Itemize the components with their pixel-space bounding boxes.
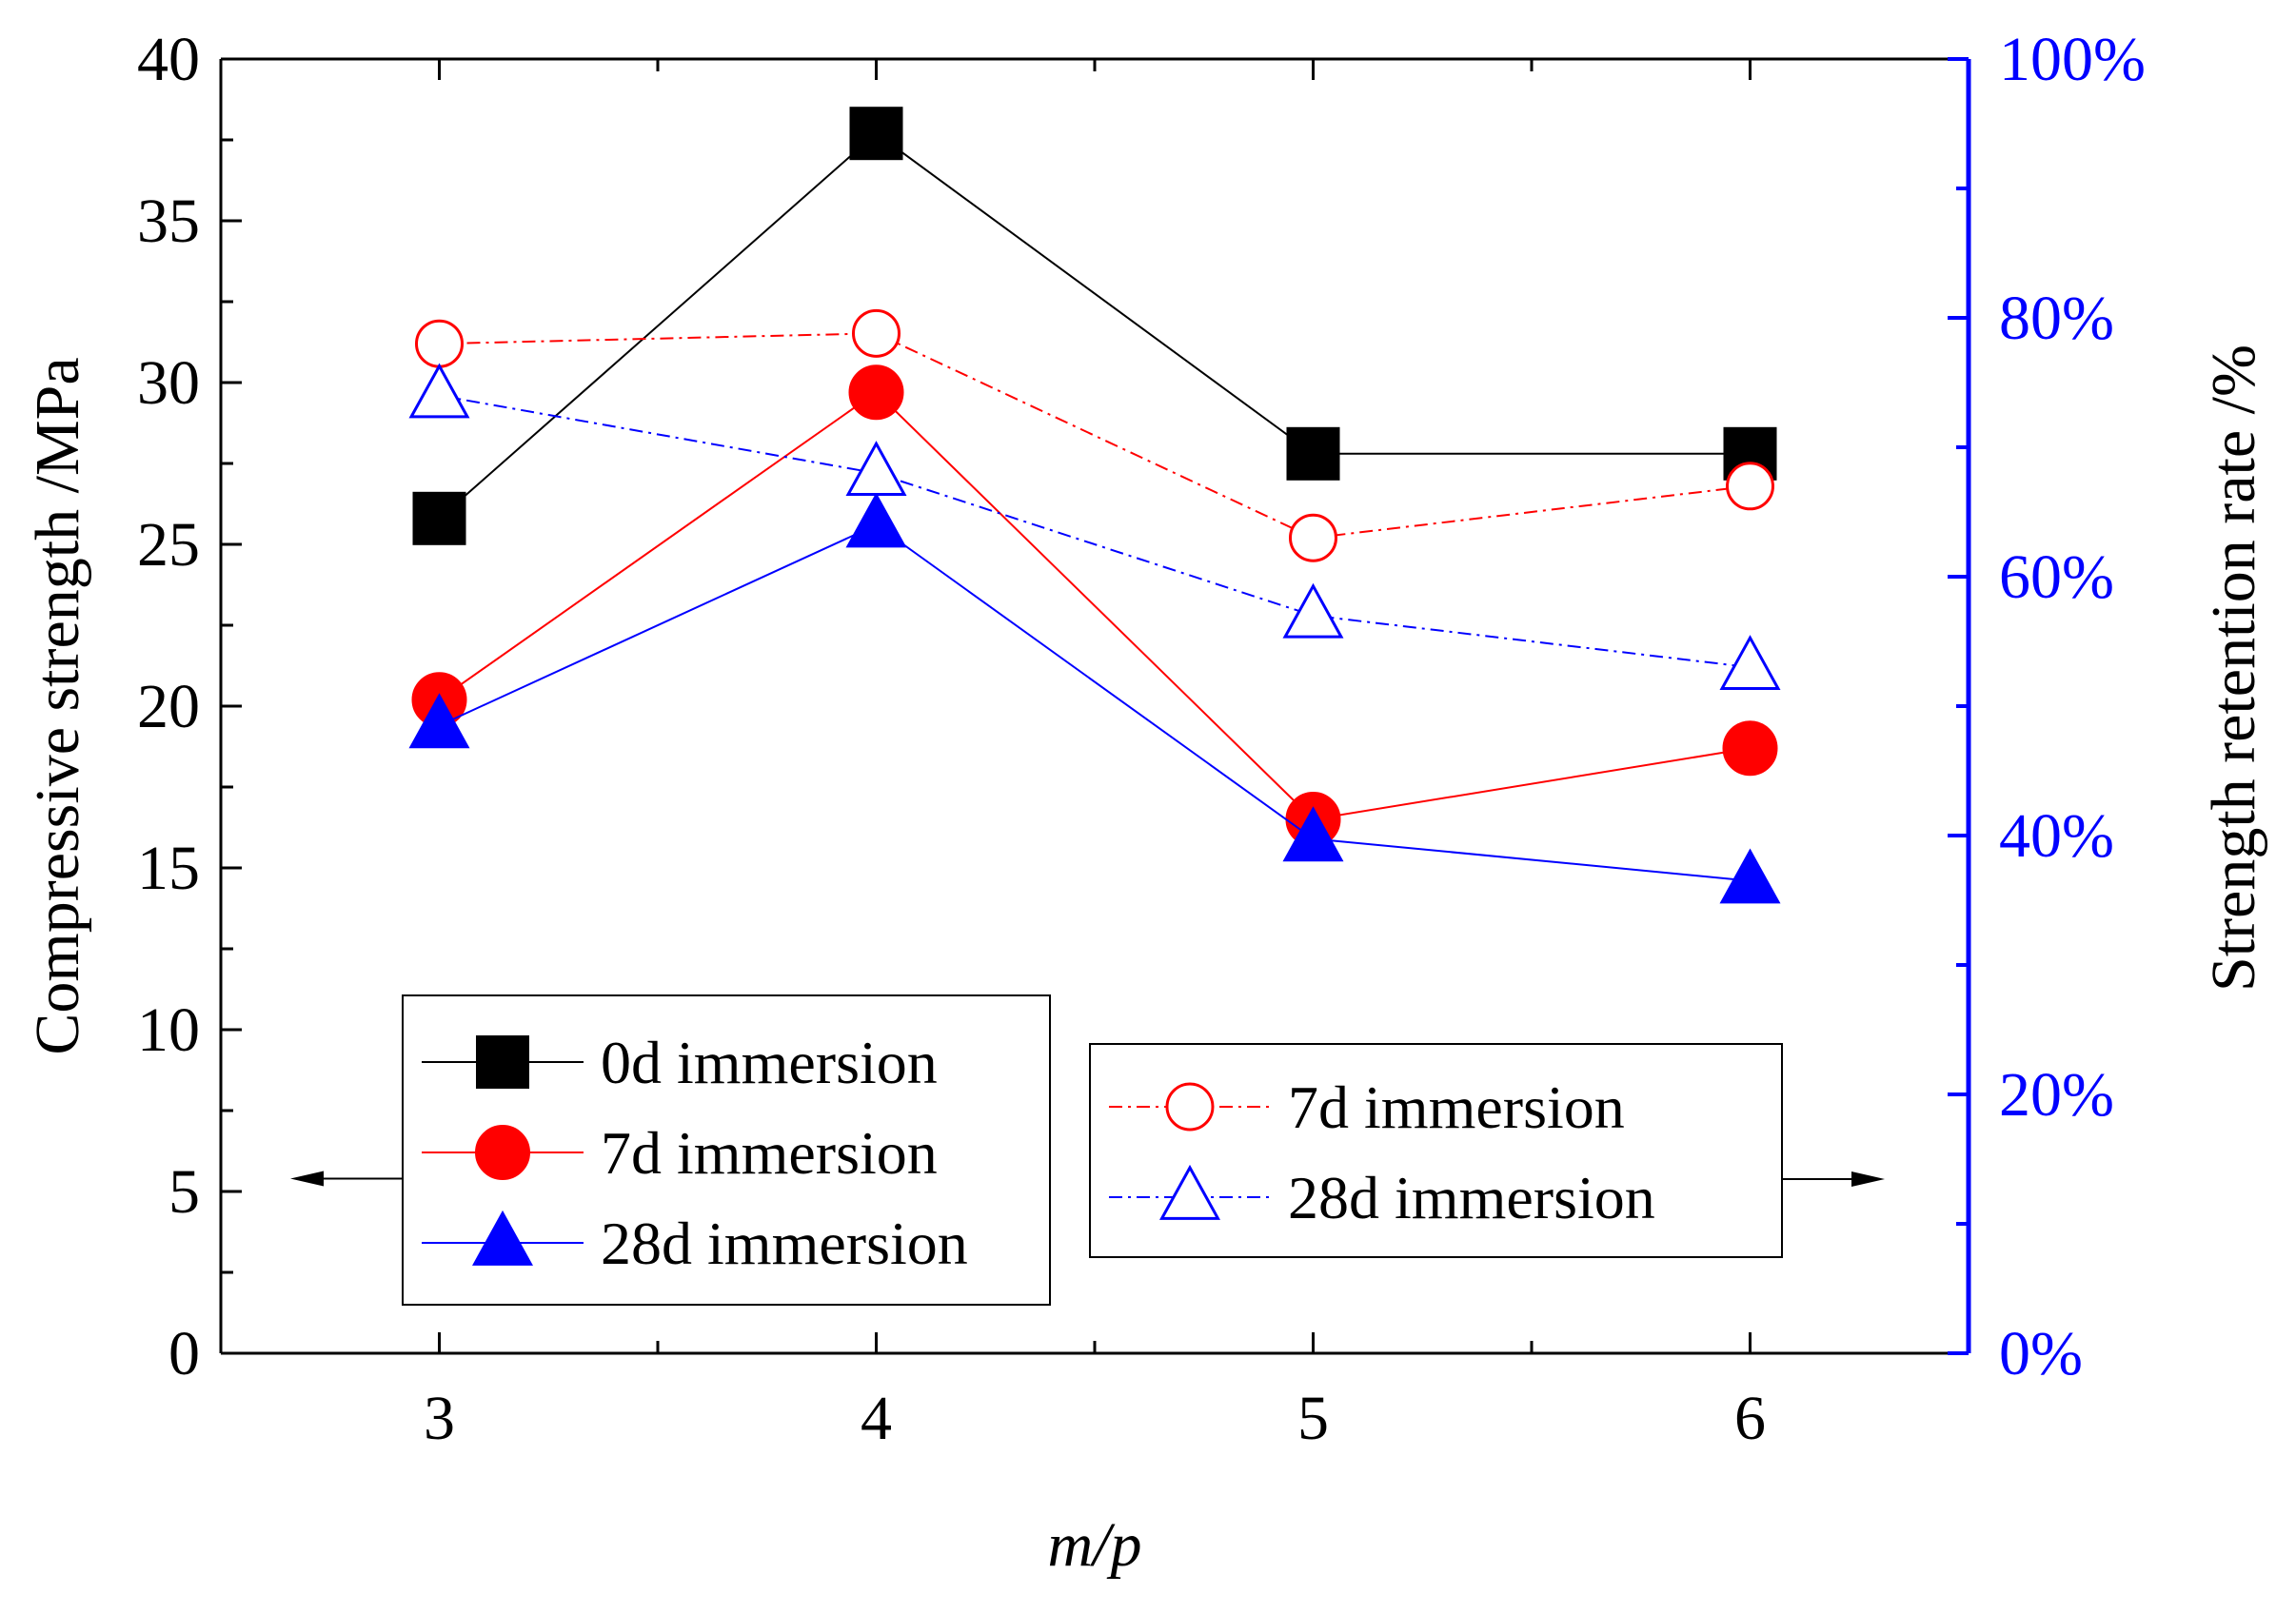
- y-left-tick-label: 10: [137, 995, 200, 1065]
- data-point: [1282, 806, 1344, 862]
- series-4: [408, 363, 1781, 691]
- data-point: [1719, 848, 1781, 904]
- legend-label: 28d immersion: [601, 1210, 968, 1277]
- y-left-tick-label: 0: [168, 1319, 200, 1388]
- legend-label: 7d immersion: [601, 1119, 938, 1187]
- x-tick-label: 6: [1734, 1384, 1766, 1453]
- x-tick-label: 4: [861, 1384, 892, 1453]
- legend-swatch-marker: [1159, 1164, 1220, 1220]
- legend-label: 7d immersion: [1288, 1073, 1625, 1141]
- legend-swatch-marker: [1165, 1082, 1215, 1132]
- data-point: [1726, 462, 1774, 511]
- data-point: [1722, 720, 1778, 777]
- legend-arrow-head: [290, 1171, 324, 1187]
- series-3: [415, 308, 1774, 562]
- series-group: [408, 107, 1781, 904]
- legend-box: [1089, 1043, 1783, 1258]
- series-1: [411, 364, 1778, 847]
- legend-swatch-marker: [475, 1125, 530, 1180]
- x-tick-label: 3: [424, 1384, 455, 1453]
- legend: 7d immersion 28d immersion: [1089, 1043, 1885, 1258]
- legend-arrow-head: [1851, 1171, 1885, 1187]
- data-point: [845, 441, 907, 497]
- y-right-tick-label: 0%: [1999, 1319, 2083, 1388]
- series-line: [439, 332, 1751, 540]
- series-line: [438, 390, 1751, 821]
- y-right-tick-label: 80%: [1999, 284, 2114, 353]
- legend-swatch-marker: [472, 1210, 533, 1266]
- y-right-tick-label: 40%: [1999, 801, 2114, 871]
- data-point: [1286, 426, 1340, 481]
- legend-label: 0d immersion: [601, 1029, 938, 1096]
- y-left-tick-label: 30: [137, 348, 200, 418]
- series-line: [438, 131, 1751, 520]
- y-right-tick-label: 20%: [1999, 1060, 2114, 1130]
- y-left-tick-label: 20: [137, 672, 200, 741]
- data-point: [849, 107, 903, 161]
- series-line: [439, 394, 1751, 669]
- y-left-tick-label: 35: [137, 187, 200, 256]
- data-point: [408, 363, 470, 419]
- series-0: [412, 107, 1777, 545]
- data-point: [848, 364, 904, 421]
- data-point: [415, 319, 464, 368]
- data-point: [1282, 582, 1344, 639]
- y-left-tick-label: 40: [137, 25, 200, 94]
- ticks-group: 0 5 10 15 20 25 30 35 40 0% 20% 40% 60% 80% 100% 3 4 5 6: [137, 25, 2146, 1453]
- x-axis-title: m/p: [1048, 1510, 1142, 1580]
- data-point: [412, 491, 466, 545]
- data-point: [1719, 635, 1781, 691]
- y-axis-right-title: Strength retention rate /%: [2199, 344, 2268, 992]
- series-line: [439, 523, 1751, 882]
- data-point: [1289, 513, 1337, 562]
- series-2: [408, 492, 1781, 904]
- legend-label: 28d immersion: [1288, 1164, 1655, 1231]
- y-axis-left-title: Compressive strength /MPa: [23, 357, 92, 1054]
- x-tick-label: 5: [1297, 1384, 1329, 1453]
- legend: 0d immersion 7d immersion 28d immersion: [290, 994, 1051, 1306]
- y-right-tick-label: 60%: [1999, 542, 2114, 612]
- y-left-tick-label: 15: [137, 834, 200, 903]
- y-left-tick-label: 5: [168, 1157, 200, 1227]
- legend-swatch-marker: [476, 1035, 529, 1089]
- data-point: [845, 492, 907, 548]
- data-point: [852, 308, 901, 358]
- y-left-tick-label: 25: [137, 510, 200, 580]
- y-right-tick-label: 100%: [1999, 25, 2146, 94]
- data-point: [408, 693, 470, 749]
